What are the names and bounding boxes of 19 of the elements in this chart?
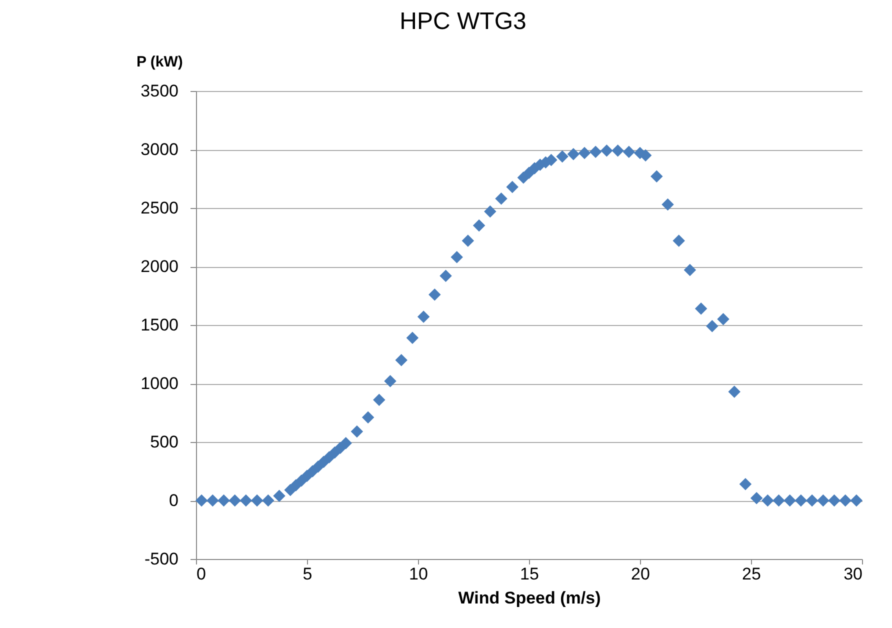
x-tick-label: 10 [409, 564, 428, 584]
x-tick-label: 30 [844, 564, 862, 584]
y-tick-label: 2000 [140, 257, 178, 276]
x-axis-title: Wind Speed (m/s) [458, 588, 601, 608]
y-tick-label: 2500 [140, 198, 178, 218]
y-tick-label: 3500 [140, 82, 178, 100]
x-tick-label: 15 [520, 564, 539, 584]
chart-title: HPC WTG3 [400, 8, 526, 35]
y-tick-label: 1000 [140, 374, 178, 393]
x-tick-label: 0 [196, 564, 206, 584]
x-tick-label: 5 [302, 564, 312, 584]
y-tick-label: 1500 [140, 316, 178, 334]
y-tick-label: 3000 [140, 140, 178, 159]
x-tick-label: 25 [742, 564, 761, 584]
y-tick-label: 500 [150, 432, 178, 452]
y-tick-label: -500 [144, 550, 178, 568]
y-axis-title: P (kW) [136, 54, 183, 70]
x-tick-label: 20 [631, 564, 650, 584]
y-tick-label: 0 [169, 491, 178, 510]
